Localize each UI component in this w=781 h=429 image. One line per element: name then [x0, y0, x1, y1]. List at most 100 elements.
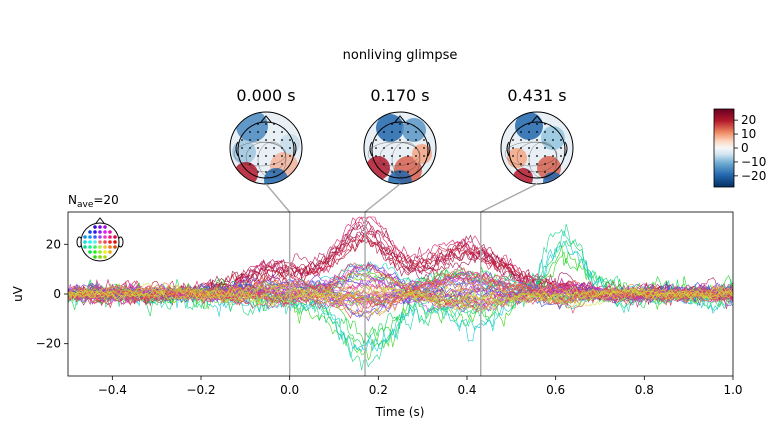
sensor-dot	[113, 245, 117, 249]
topomap-sensor	[407, 155, 409, 157]
topomap-sensor	[249, 147, 251, 149]
sensor-dot	[103, 255, 107, 259]
topomap-contour	[257, 141, 287, 179]
topomap-right-ear	[564, 141, 568, 157]
topomap-sensor	[520, 147, 522, 149]
topomap-sensor	[528, 131, 530, 133]
y-axis-ticks: −20 0 20	[36, 237, 68, 351]
topomap-sensor	[257, 155, 259, 157]
topomap-sensor	[512, 147, 514, 149]
topomap-inner-head	[371, 121, 429, 179]
topomap-inner-head	[237, 121, 295, 179]
sensor-dot	[93, 235, 97, 239]
topomap-sensor	[265, 147, 267, 149]
sensor-dot	[108, 235, 112, 239]
x-axis-ticks: −0.4 −0.2 0.0 0.2 0.4 0.6 0.8 1.0	[98, 376, 743, 397]
topomap-sensor	[383, 155, 385, 157]
topomap-sensor	[536, 123, 538, 125]
topomap-sensor	[273, 163, 275, 165]
topomap-sensor	[391, 155, 393, 157]
topomap-sensor	[536, 155, 538, 157]
sensor-dot	[93, 250, 97, 254]
topomap-sensor	[528, 163, 530, 165]
topomap-sensor	[552, 139, 554, 141]
sensor-dot	[103, 240, 107, 244]
nave-label: Nave=20	[68, 193, 119, 210]
topomap-sensor	[536, 147, 538, 149]
topomap-sensor	[544, 163, 546, 165]
topomap-sensor	[520, 131, 522, 133]
topomap-connector	[265, 183, 291, 213]
topomap-sensor	[281, 155, 283, 157]
topomap-connectors	[265, 183, 538, 213]
topomap-sensor	[544, 147, 546, 149]
sensor-dot	[98, 245, 102, 249]
topomap: 0.170 s	[363, 86, 437, 185]
topomap-sensor	[281, 131, 283, 133]
sensor-dot	[93, 255, 97, 259]
sensor-legend	[76, 217, 124, 262]
butterfly-axes: −0.4 −0.2 0.0 0.2 0.4 0.6 0.8 1.0 −20 0 20 Time (…	[11, 193, 743, 419]
topomap-sensor	[391, 139, 393, 141]
topomap-sensor	[415, 131, 417, 133]
x-tick-label: −0.4	[98, 383, 127, 397]
topomap-sensor	[281, 147, 283, 149]
topomap-sensor	[560, 155, 562, 157]
topomap-sensor	[399, 155, 401, 157]
sensor-dot	[98, 255, 102, 259]
topomap-contour	[504, 141, 558, 167]
topomap-left-ear	[235, 141, 239, 157]
channel-trace	[68, 270, 733, 305]
topomap-nose	[394, 115, 406, 123]
topomap-sensor	[375, 139, 377, 141]
sensor-dot	[103, 235, 107, 239]
x-tick-label: −0.2	[186, 383, 215, 397]
topomap-sensor	[391, 131, 393, 133]
topomap-nose	[260, 115, 272, 123]
topomap-sensor	[407, 131, 409, 133]
sensor-dot	[93, 230, 97, 234]
topomap-sensor	[257, 147, 259, 149]
topomap-sensor	[415, 139, 417, 141]
topomap: 0.000 s	[229, 86, 303, 185]
sensor-dot	[98, 235, 102, 239]
topomap-sensor	[289, 139, 291, 141]
topomap-sensor	[544, 139, 546, 141]
topomap-title: 0.431 s	[507, 86, 566, 105]
topomap-sensor	[528, 147, 530, 149]
topomap-sensor	[415, 147, 417, 149]
topomap-sensor	[415, 155, 417, 157]
topomap-sensor	[528, 139, 530, 141]
sensor-dot	[108, 245, 112, 249]
channel-trace	[68, 282, 733, 310]
topomap-sensor	[383, 139, 385, 141]
topomap-field	[364, 112, 436, 184]
channel-trace	[68, 284, 733, 312]
sensor-dot	[88, 240, 92, 244]
topomap-left-ear	[506, 141, 510, 157]
sensor-dot	[83, 245, 87, 249]
time-markers	[288, 212, 482, 376]
topomap-sensor	[399, 171, 401, 173]
topomap-sensor	[265, 123, 267, 125]
topomap-sensor	[399, 163, 401, 165]
topomap-sensor	[257, 131, 259, 133]
topomap-sensor	[520, 155, 522, 157]
sensor-dot	[93, 245, 97, 249]
topomap-sensor	[520, 139, 522, 141]
topomap-sensor	[407, 171, 409, 173]
topomap-sensor	[560, 147, 562, 149]
topomap-sensor	[399, 131, 401, 133]
topomap-sensor	[391, 147, 393, 149]
topomap-sensor	[289, 147, 291, 149]
topomap-sensor	[520, 163, 522, 165]
channel-trace	[68, 251, 733, 361]
topomap-blob	[515, 112, 543, 140]
topomap-right-ear	[427, 141, 431, 157]
topomap-title: 0.170 s	[370, 86, 429, 105]
topomap-sensor	[273, 139, 275, 141]
sensor-dot	[108, 230, 112, 234]
topomap-sensor	[536, 171, 538, 173]
